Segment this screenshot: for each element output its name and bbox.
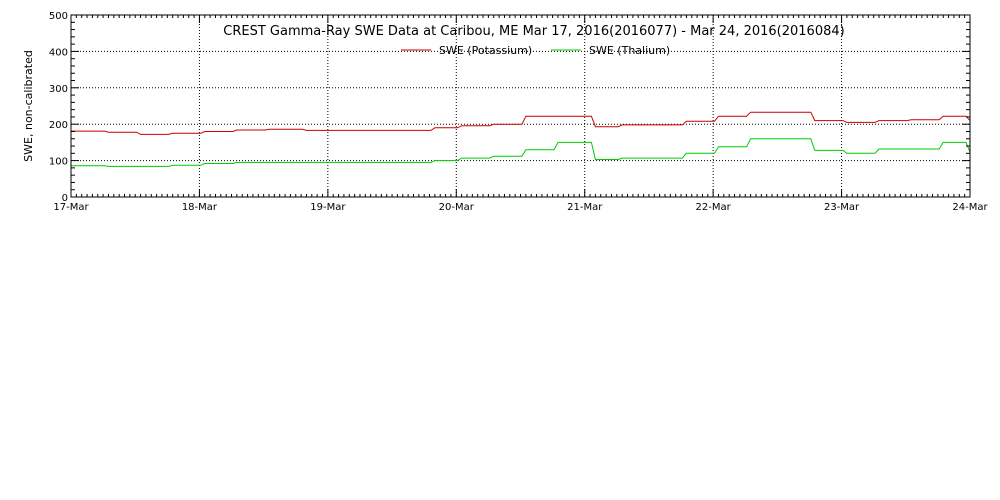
series-lines xyxy=(71,111,971,167)
x-tick-label: 22-Mar xyxy=(696,202,732,213)
grid-lines xyxy=(71,15,970,197)
x-tick-label: 21-Mar xyxy=(567,202,603,213)
x-tick-label: 17-Mar xyxy=(53,202,89,213)
x-tick-label: 24-Mar xyxy=(952,202,988,213)
legend-label-1: SWE (Thalium) xyxy=(589,44,670,57)
plot-frame xyxy=(70,14,971,198)
tick-labels: 17-Mar 18-Mar 19-Mar 20-Mar 21-Mar 22-Mar 23-M… xyxy=(49,11,989,213)
chart-title: CREST Gamma-Ray SWE Data at Caribou, ME … xyxy=(223,24,844,39)
y-tick-label: 500 xyxy=(49,11,68,22)
y-tick-label: 300 xyxy=(49,84,68,95)
x-tick-label: 20-Mar xyxy=(439,202,475,213)
y-axis-label: SWE, non-calibrated xyxy=(22,50,35,162)
y-tick-label: 400 xyxy=(49,47,68,58)
y-tick-label: 200 xyxy=(49,120,68,131)
y-tick-label: 100 xyxy=(49,157,68,168)
axis-ticks xyxy=(70,14,971,198)
x-tick-label: 19-Mar xyxy=(310,202,346,213)
legend: SWE (Potassium) SWE (Thalium) xyxy=(401,44,670,57)
x-tick-label: 18-Mar xyxy=(182,202,218,213)
legend-label-0: SWE (Potassium) xyxy=(439,44,532,57)
series-line-1 xyxy=(71,138,971,167)
x-tick-label: 23-Mar xyxy=(824,202,860,213)
series-line-0 xyxy=(71,111,971,135)
y-tick-label: 0 xyxy=(62,193,68,204)
